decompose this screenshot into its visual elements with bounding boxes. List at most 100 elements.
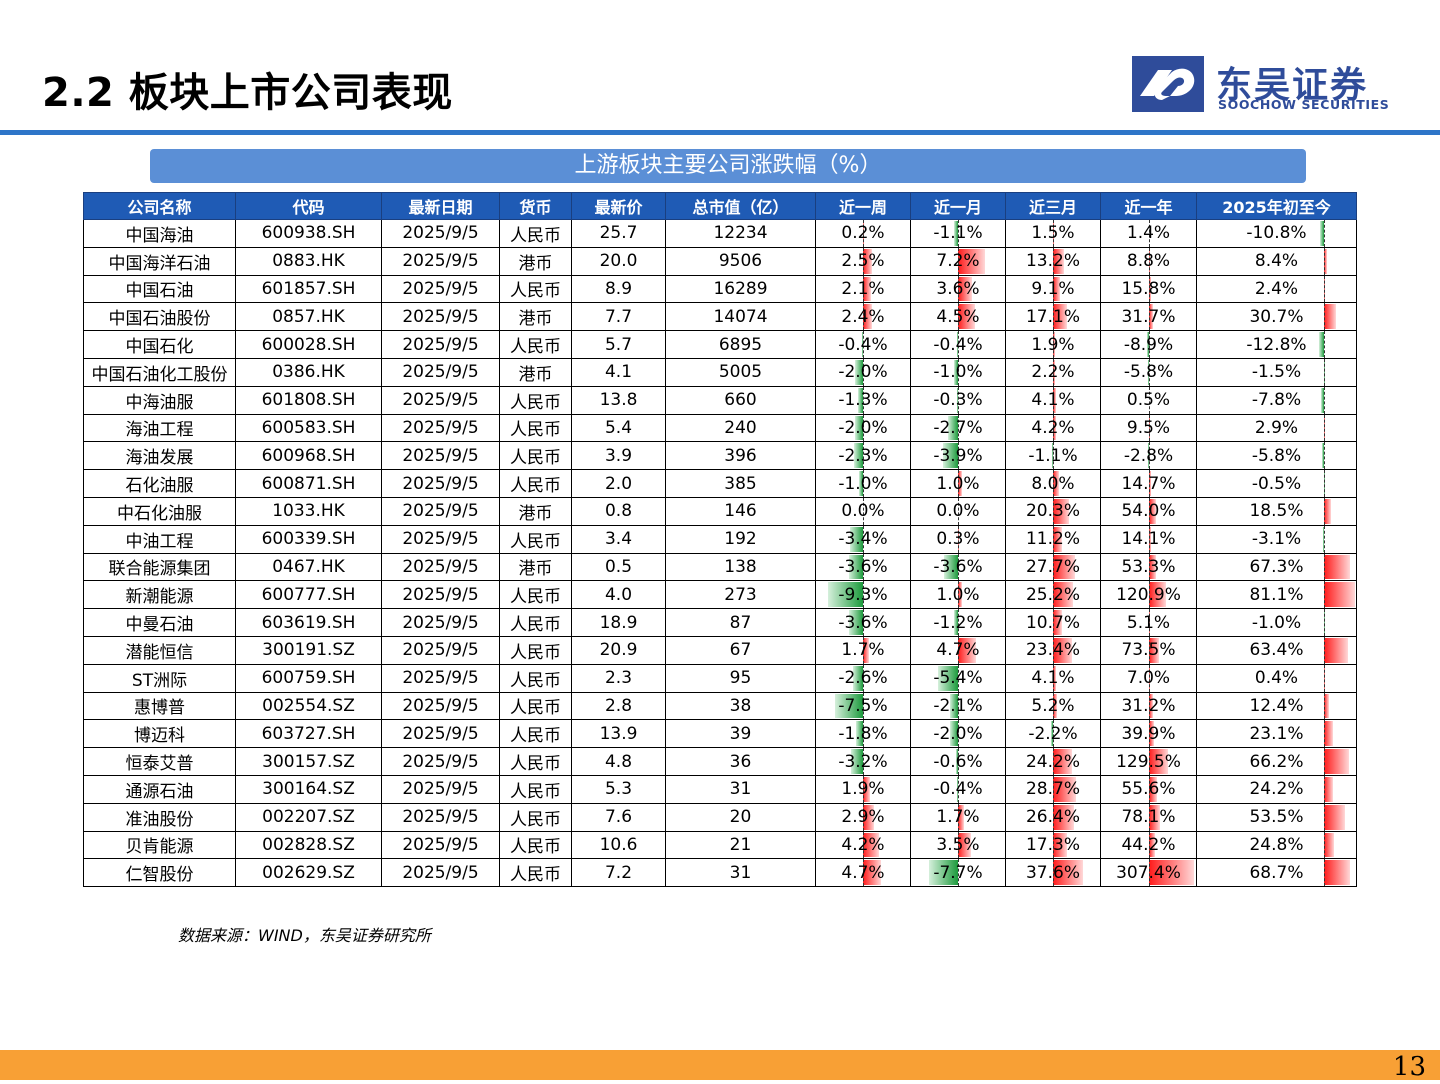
change-value: -3.6%	[838, 557, 887, 577]
company-name: 石化油服	[84, 470, 236, 498]
latest-price: 2.0	[572, 470, 666, 498]
change-cell: 67.3%	[1197, 553, 1357, 581]
change-cell: -1.5%	[1197, 358, 1357, 386]
change-value: 15.8%	[1121, 279, 1175, 299]
change-value: 8.0%	[1031, 474, 1074, 494]
bar-axis-line	[1324, 442, 1325, 469]
stock-code: 600968.SH	[236, 442, 382, 470]
company-name: ST洲际	[84, 664, 236, 692]
change-cell: 307.4%	[1101, 859, 1197, 887]
company-name: 中国石油股份	[84, 303, 236, 331]
change-value: 0.5%	[1127, 390, 1170, 410]
stock-code: 0467.HK	[236, 553, 382, 581]
change-cell: 0.2%	[816, 220, 911, 248]
column-header: 近一周	[816, 193, 911, 220]
stock-code: 601808.SH	[236, 386, 382, 414]
company-name: 潜能恒信	[84, 636, 236, 664]
currency: 港币	[500, 358, 572, 386]
market-cap: 21	[666, 831, 816, 859]
change-value: 53.3%	[1121, 557, 1175, 577]
latest-date: 2025/9/5	[382, 664, 500, 692]
change-cell: -2.0%	[816, 358, 911, 386]
currency: 港币	[500, 247, 572, 275]
change-cell: -2.6%	[816, 664, 911, 692]
market-cap: 31	[666, 859, 816, 887]
change-cell: 13.2%	[1006, 247, 1101, 275]
stock-code: 603619.SH	[236, 609, 382, 637]
change-value: 8.4%	[1255, 251, 1298, 271]
company-name: 仁智股份	[84, 859, 236, 887]
positive-change-bar	[1324, 833, 1333, 858]
change-value: 10.7%	[1026, 613, 1080, 633]
latest-date: 2025/9/5	[382, 636, 500, 664]
market-cap: 87	[666, 609, 816, 637]
change-value: 39.9%	[1121, 724, 1175, 744]
stock-code: 600938.SH	[236, 220, 382, 248]
stock-code: 002629.SZ	[236, 859, 382, 887]
change-value: 26.4%	[1026, 807, 1080, 827]
change-value: -0.3%	[933, 390, 982, 410]
change-cell: 7.0%	[1101, 664, 1197, 692]
change-value: 1.5%	[1031, 223, 1074, 243]
change-value: -0.4%	[933, 779, 982, 799]
stock-code: 002828.SZ	[236, 831, 382, 859]
market-cap: 6895	[666, 331, 816, 359]
change-cell: 3.6%	[911, 275, 1006, 303]
company-name: 恒泰艾普	[84, 748, 236, 776]
bar-axis-line	[1324, 637, 1325, 664]
company-name: 中曼石油	[84, 609, 236, 637]
change-cell: 3.5%	[911, 831, 1006, 859]
latest-date: 2025/9/5	[382, 247, 500, 275]
bar-axis-line	[1324, 665, 1325, 692]
latest-date: 2025/9/5	[382, 609, 500, 637]
latest-date: 2025/9/5	[382, 358, 500, 386]
stock-code: 300191.SZ	[236, 636, 382, 664]
change-cell: 24.2%	[1006, 748, 1101, 776]
latest-date: 2025/9/5	[382, 692, 500, 720]
change-cell: -0.4%	[816, 331, 911, 359]
currency: 人民币	[500, 859, 572, 887]
column-header: 近一年	[1101, 193, 1197, 220]
change-value: 78.1%	[1121, 807, 1175, 827]
latest-date: 2025/9/5	[382, 220, 500, 248]
change-cell: 4.2%	[1006, 414, 1101, 442]
market-cap: 16289	[666, 275, 816, 303]
change-value: -5.8%	[1124, 362, 1173, 382]
company-name: 惠博普	[84, 692, 236, 720]
change-cell: 1.4%	[1101, 220, 1197, 248]
positive-change-bar	[1324, 582, 1355, 607]
change-value: -2.2%	[1028, 724, 1077, 744]
latest-price: 13.9	[572, 720, 666, 748]
change-value: 1.0%	[936, 585, 979, 605]
change-value: 4.7%	[841, 863, 884, 883]
stock-code: 601857.SH	[236, 275, 382, 303]
latest-date: 2025/9/5	[382, 275, 500, 303]
stock-code: 600028.SH	[236, 331, 382, 359]
latest-price: 7.2	[572, 859, 666, 887]
latest-date: 2025/9/5	[382, 748, 500, 776]
change-cell: 18.5%	[1197, 497, 1357, 525]
change-value: 17.3%	[1026, 835, 1080, 855]
change-cell: 12.4%	[1197, 692, 1357, 720]
change-cell: 24.2%	[1197, 775, 1357, 803]
change-cell: -10.8%	[1197, 220, 1357, 248]
positive-change-bar	[1324, 638, 1348, 663]
change-value: 54.0%	[1121, 501, 1175, 521]
change-cell: 0.4%	[1197, 664, 1357, 692]
latest-date: 2025/9/5	[382, 386, 500, 414]
change-cell: 4.5%	[911, 303, 1006, 331]
logo-english-name: SOOCHOW SECURITIES	[1218, 97, 1389, 112]
change-cell: 120.9%	[1101, 581, 1197, 609]
bar-axis-line	[1324, 276, 1325, 303]
latest-date: 2025/9/5	[382, 720, 500, 748]
company-name: 通源石油	[84, 775, 236, 803]
table-title: 上游板块主要公司涨跌幅（%）	[150, 149, 1306, 183]
change-cell: 20.3%	[1006, 497, 1101, 525]
change-cell: -1.1%	[911, 220, 1006, 248]
